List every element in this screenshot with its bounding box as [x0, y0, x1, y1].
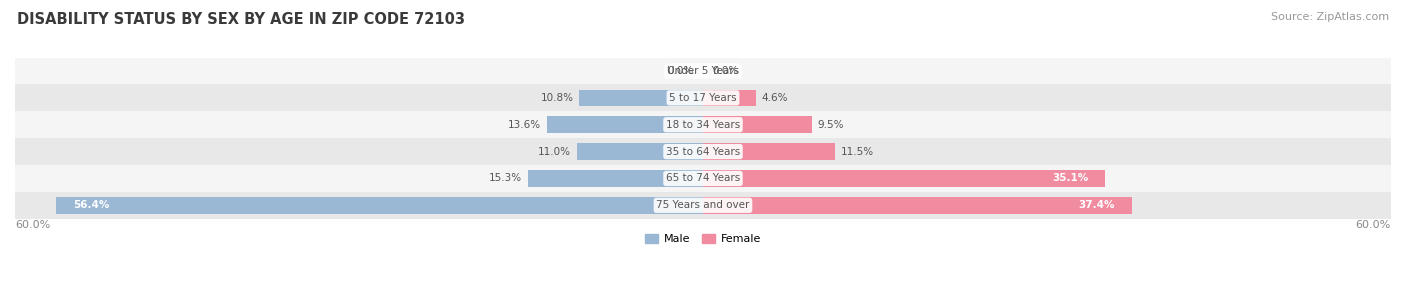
- Text: 35 to 64 Years: 35 to 64 Years: [666, 147, 740, 157]
- Text: Source: ZipAtlas.com: Source: ZipAtlas.com: [1271, 12, 1389, 22]
- Text: 15.3%: 15.3%: [489, 174, 522, 183]
- Text: DISABILITY STATUS BY SEX BY AGE IN ZIP CODE 72103: DISABILITY STATUS BY SEX BY AGE IN ZIP C…: [17, 12, 465, 27]
- Bar: [703, 89, 756, 106]
- Text: 18 to 34 Years: 18 to 34 Years: [666, 120, 740, 130]
- Text: 13.6%: 13.6%: [508, 120, 541, 130]
- Bar: [579, 89, 703, 106]
- Bar: [576, 143, 703, 160]
- Text: 75 Years and over: 75 Years and over: [657, 200, 749, 210]
- Text: 60.0%: 60.0%: [15, 220, 51, 230]
- Legend: Male, Female: Male, Female: [641, 229, 765, 249]
- Bar: [56, 197, 703, 214]
- Bar: [15, 138, 1391, 165]
- Bar: [15, 85, 1391, 111]
- Bar: [703, 116, 811, 133]
- Text: 56.4%: 56.4%: [73, 200, 110, 210]
- Text: 5 to 17 Years: 5 to 17 Years: [669, 93, 737, 103]
- Text: 4.6%: 4.6%: [762, 93, 787, 103]
- Bar: [703, 197, 1132, 214]
- Text: 10.8%: 10.8%: [540, 93, 574, 103]
- Text: Under 5 Years: Under 5 Years: [666, 66, 740, 76]
- Bar: [15, 111, 1391, 138]
- Text: 0.0%: 0.0%: [668, 66, 693, 76]
- Text: 65 to 74 Years: 65 to 74 Years: [666, 174, 740, 183]
- Text: 37.4%: 37.4%: [1078, 200, 1115, 210]
- Bar: [547, 116, 703, 133]
- Text: 9.5%: 9.5%: [818, 120, 844, 130]
- Bar: [15, 165, 1391, 192]
- Bar: [15, 192, 1391, 219]
- Text: 35.1%: 35.1%: [1052, 174, 1088, 183]
- Bar: [15, 57, 1391, 85]
- Text: 11.0%: 11.0%: [538, 147, 571, 157]
- Bar: [703, 170, 1105, 187]
- Text: 0.0%: 0.0%: [713, 66, 738, 76]
- Text: 11.5%: 11.5%: [841, 147, 873, 157]
- Bar: [527, 170, 703, 187]
- Bar: [703, 143, 835, 160]
- Text: 60.0%: 60.0%: [1355, 220, 1391, 230]
